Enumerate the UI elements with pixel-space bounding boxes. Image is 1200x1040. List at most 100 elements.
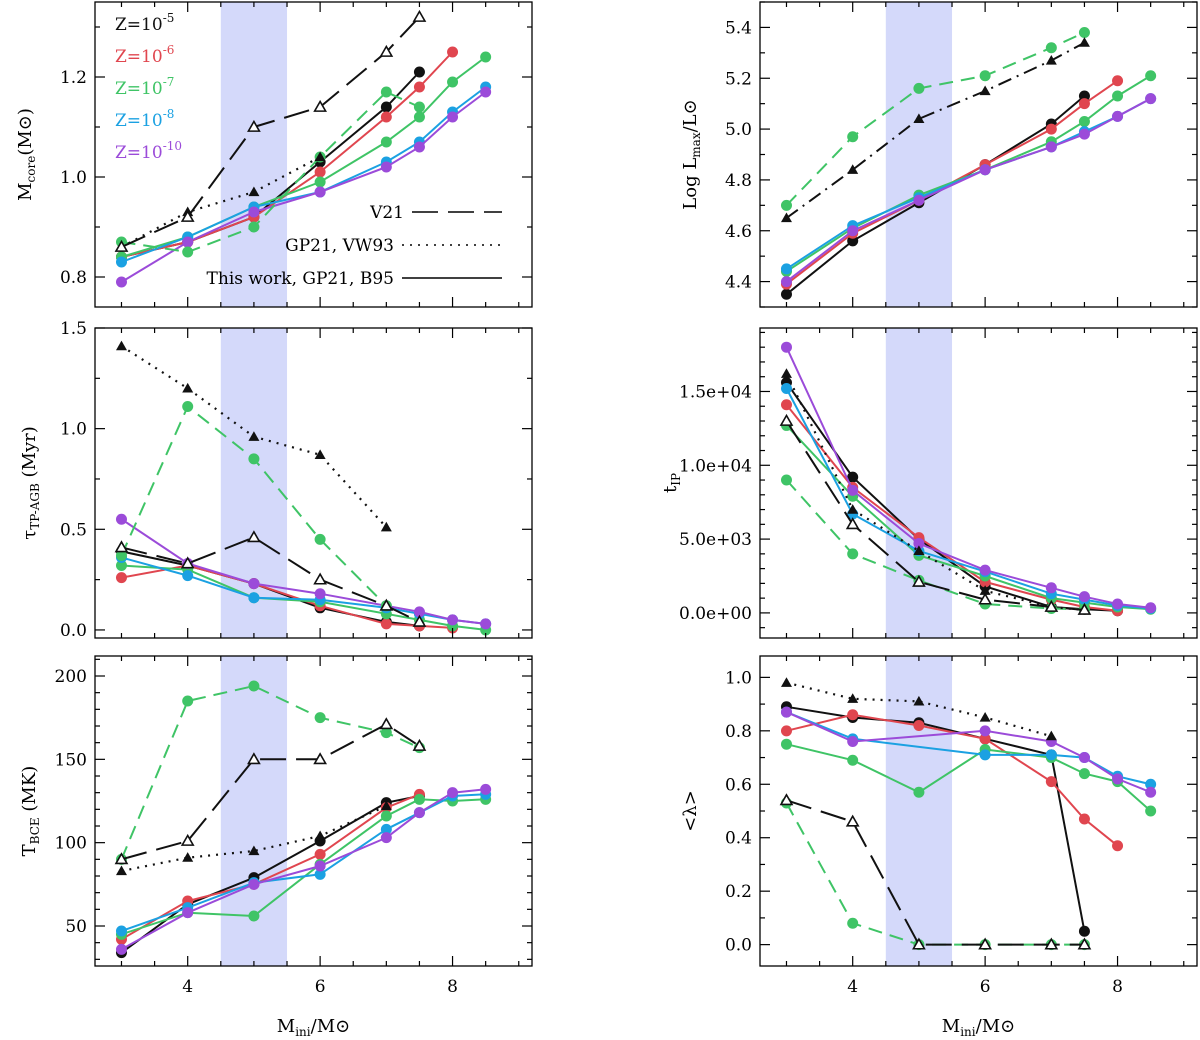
y-tick-label: 0.0e+00: [679, 604, 752, 624]
data-point: [780, 706, 792, 718]
data-point: [913, 194, 925, 206]
series-line-Z1e-5-longdash: [121, 723, 420, 861]
data-point: [780, 677, 792, 687]
data-point: [182, 852, 194, 862]
series-line-Z1e-8-solid: [121, 86, 487, 263]
data-point: [180, 209, 195, 222]
data-point: [314, 712, 326, 724]
series-line-Z1e-10-solid: [120, 91, 487, 283]
series-line-Z1e-7-dash: [785, 802, 1085, 946]
series-line-Z1e-5-dashdot: [785, 41, 1085, 219]
data-point: [1112, 90, 1124, 102]
data-point: [115, 340, 127, 351]
data-point: [779, 793, 794, 806]
data-point: [248, 186, 260, 197]
highlight-band: [220, 2, 288, 307]
legend-style-label: This work, GP21, B95: [207, 269, 394, 289]
data-point: [115, 276, 127, 288]
data-point: [182, 907, 194, 919]
panel-lambda: 4 6 8 Mini/M⊙ 0.0 0.2 0.4 0.6 0.8 1.0 <λ>: [680, 655, 1198, 1039]
data-point: [413, 141, 425, 153]
data-point: [1045, 42, 1057, 54]
x-tick-label: 8: [1112, 977, 1123, 997]
data-point: [313, 752, 327, 765]
data-point: [380, 136, 392, 148]
data-point: [248, 845, 260, 856]
panel-tau: 0.0 0.5 1.0 1.5 τTP-AGB (Myr): [19, 319, 533, 641]
data-point: [412, 614, 427, 627]
panel-tbce: 4 6 8 Mini/M⊙ 50 100 150 200 TBCE (MK): [19, 655, 533, 1039]
legend-entry-Z1e-8: Z=10-8: [115, 107, 174, 131]
series-line-Z1e-7-solid: [785, 424, 1151, 611]
data-point: [1078, 98, 1090, 110]
data-point: [380, 521, 392, 532]
data-point: [1045, 54, 1057, 65]
y-axis-label: τTP-AGB (Myr): [19, 426, 42, 540]
data-point: [1145, 778, 1157, 790]
data-point: [913, 695, 925, 706]
data-point: [412, 738, 427, 751]
data-point: [847, 471, 859, 483]
series-line-Z1e-7-dash: [785, 31, 1085, 206]
data-point: [1077, 602, 1092, 615]
data-point: [780, 288, 792, 300]
data-point: [314, 533, 326, 545]
y-axis-label: <λ>: [680, 790, 701, 832]
panel-mcore: 0.8 1.0 1.2 Mcore(M⊙): [15, 1, 533, 308]
data-point: [447, 111, 459, 123]
data-point: [1044, 599, 1059, 612]
data-point: [115, 560, 127, 572]
data-point: [314, 176, 326, 188]
data-point: [379, 44, 394, 57]
legend: Z=10-5 Z=10-6 Z=10-7 Z=10-8 Z=10-10 V21 GP21, …: [115, 11, 502, 289]
data-point: [180, 833, 195, 846]
data-point: [1145, 70, 1157, 82]
data-point: [248, 910, 260, 922]
y-tick-label: 4.4: [725, 273, 752, 293]
data-point: [912, 574, 926, 587]
y-axis-label: Mcore(M⊙): [15, 108, 38, 201]
series-line-Z1e-5-dot: [786, 681, 1052, 738]
y-tick-label: 0.0: [725, 936, 752, 956]
plot-frame: [759, 655, 1198, 967]
y-tick-label: 5.2: [725, 69, 752, 89]
data-point: [780, 212, 792, 223]
panel-lmax: 4.4 4.6 4.8 5.0 5.2 5.4 Log Lmax/L⊙: [680, 1, 1198, 308]
data-point: [780, 474, 792, 486]
data-point: [248, 680, 260, 692]
data-point: [913, 719, 925, 731]
data-point: [182, 401, 194, 413]
data-point: [248, 578, 260, 590]
y-tick-label: 1.0: [725, 668, 752, 688]
data-point: [1078, 128, 1090, 140]
data-point: [412, 9, 427, 22]
series-line-Z1e-8-solid: [785, 388, 1151, 610]
data-point: [247, 530, 261, 543]
data-point: [913, 786, 925, 798]
series-group: [780, 27, 1157, 300]
data-point: [314, 848, 326, 860]
y-tick-label: 4.6: [725, 222, 752, 242]
data-point: [313, 99, 327, 112]
data-point: [1045, 749, 1057, 761]
data-point: [1078, 752, 1090, 764]
data-point: [380, 101, 392, 113]
data-point: [380, 810, 392, 822]
series-line-Z1e-10-solid: [785, 97, 1152, 283]
data-point: [114, 852, 129, 865]
y-tick-label: 1.0: [60, 420, 87, 440]
x-tick-label: 4: [182, 977, 193, 997]
series-group: [114, 340, 492, 636]
data-point: [413, 807, 425, 819]
data-point: [248, 206, 260, 218]
data-point: [1045, 582, 1057, 594]
data-point: [847, 709, 859, 721]
data-point: [1112, 598, 1124, 610]
data-point: [1078, 813, 1090, 825]
series-line-Z1e-10-solid: [121, 788, 486, 951]
data-point: [913, 82, 925, 94]
data-point: [248, 221, 260, 233]
data-point: [182, 246, 194, 258]
highlight-band: [885, 2, 953, 307]
data-point: [1112, 110, 1124, 122]
